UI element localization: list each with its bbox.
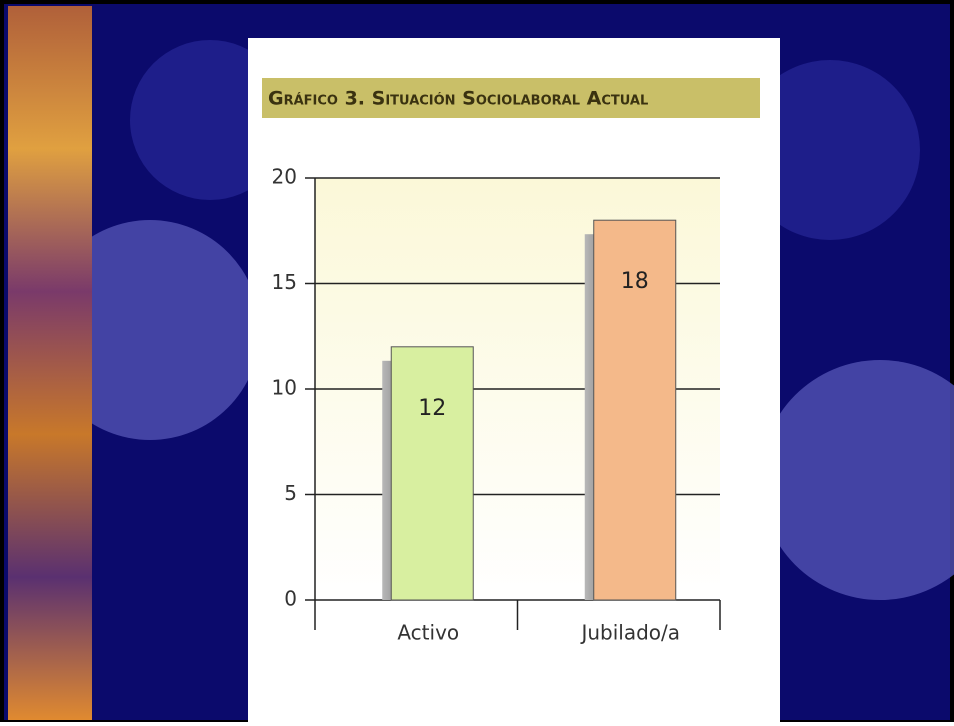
y-tick-label: 10 <box>272 376 297 400</box>
data-label: 18 <box>621 269 649 294</box>
x-tick-label: Activo <box>397 621 459 645</box>
chart-title: Gráfico 3. Situación Sociolaboral Actual <box>268 88 648 110</box>
x-tick-label: Jubilado/a <box>579 621 680 645</box>
title-band <box>262 78 760 118</box>
y-tick-label: 0 <box>284 587 297 611</box>
y-tick-label: 20 <box>272 165 297 189</box>
y-tick-label: 5 <box>284 481 297 505</box>
bar <box>390 346 474 601</box>
image-strip <box>8 6 92 720</box>
bar <box>593 219 677 601</box>
data-label: 12 <box>418 396 446 421</box>
y-tick-label: 15 <box>272 270 297 294</box>
gear-decoration <box>40 220 954 600</box>
